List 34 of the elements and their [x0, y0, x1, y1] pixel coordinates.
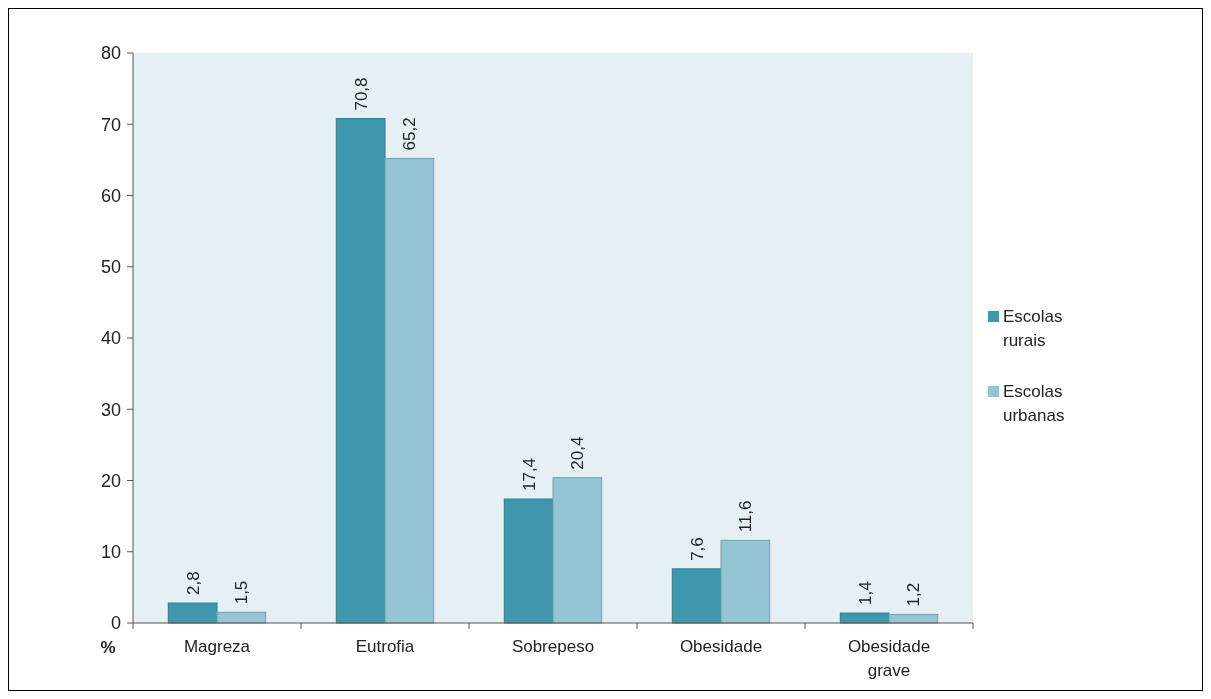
- y-tick-label: 80: [100, 43, 121, 64]
- x-tick-label: Obesidade grave: [847, 637, 931, 680]
- y-tick-label: 10: [100, 542, 121, 563]
- bar: [384, 157, 435, 624]
- data-label: 20,4: [568, 436, 588, 470]
- y-tick-label: 70: [100, 114, 121, 135]
- y-tick-label: 50: [100, 257, 121, 278]
- y-tick-label: 60: [100, 185, 121, 206]
- x-tick-label: Obesidade: [679, 637, 763, 656]
- x-tick-label: Sobrepeso: [511, 637, 595, 656]
- data-label: 17,4: [519, 457, 539, 492]
- data-label: 2,8: [183, 571, 203, 596]
- bar: [552, 477, 603, 624]
- data-label: 7,6: [687, 537, 707, 561]
- data-label: 11,6: [736, 500, 756, 533]
- y-tick-label: 40: [100, 328, 121, 349]
- y-tick-label: 0: [110, 613, 121, 634]
- x-tick-label: Eutrofia: [355, 637, 415, 656]
- legend-label: Escolas rurais: [1003, 307, 1063, 350]
- bar: [671, 568, 722, 624]
- legend-label: Escolas urbanas: [1003, 382, 1065, 425]
- y-axis-title: %: [100, 638, 116, 657]
- bar: [503, 498, 554, 624]
- data-label: 65,2: [400, 117, 420, 151]
- bar: [335, 118, 386, 624]
- bar: [720, 539, 771, 624]
- data-label: 70,8: [351, 77, 371, 111]
- data-label: 1,2: [904, 582, 924, 607]
- data-label: 1,4: [855, 581, 875, 606]
- x-tick-label: Magreza: [183, 637, 251, 656]
- data-label: 1,5: [232, 580, 252, 605]
- bar: [167, 602, 218, 624]
- y-tick-label: 30: [100, 399, 121, 420]
- y-tick-label: 20: [100, 470, 121, 491]
